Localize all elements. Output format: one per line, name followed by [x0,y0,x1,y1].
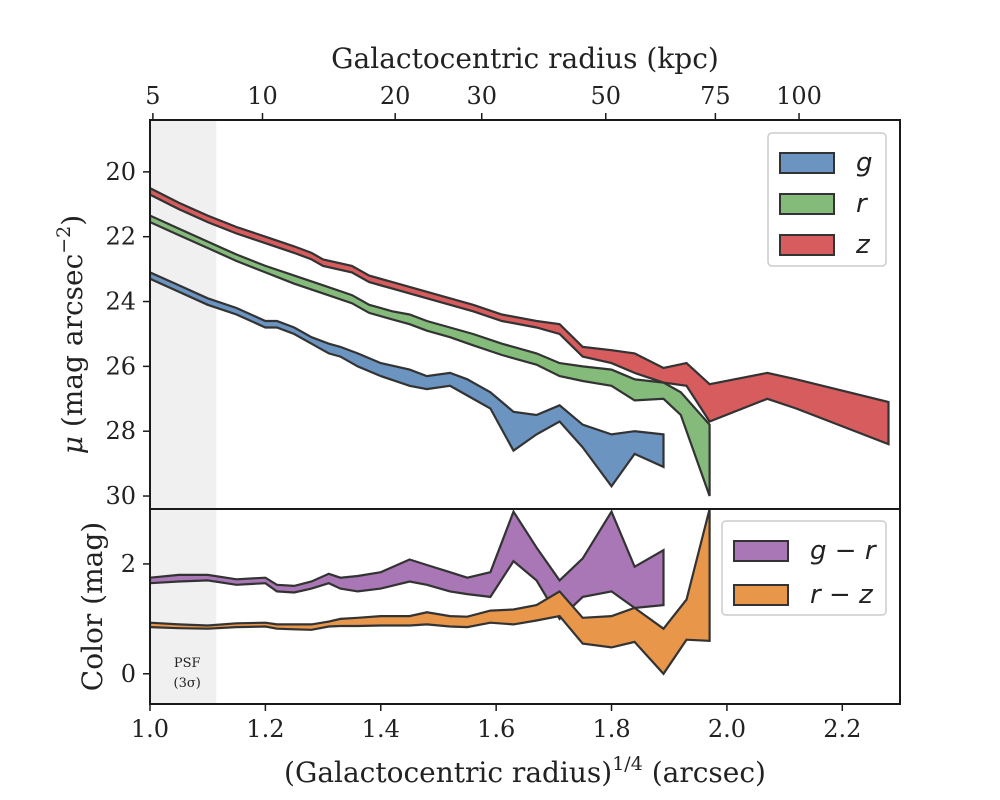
x-tick-label: 1.2 [246,715,284,743]
top-x-tick-label: 5 [145,82,160,110]
legend-label-z: z [855,230,871,260]
bottom-panel [150,509,711,704]
band-gr [150,509,665,621]
bottom-panel-frame [149,508,901,705]
legend-top: grz [767,132,887,267]
legend-swatch-r [779,193,835,215]
legend-label-gr: g − r [810,536,878,566]
band-g [150,271,665,489]
legend-bottom: g − r r − z [721,520,887,616]
band-z [150,186,890,446]
top-x-tick-label: 30 [466,82,497,110]
top-x-tick-label: 20 [380,82,411,110]
x-tick-label: 1.8 [592,715,630,743]
psf-region-top [150,120,217,509]
y-tick-label-top: 30 [105,482,136,510]
psf-label-sub: (3σ) [174,676,201,691]
band-r [150,214,711,497]
y-tick-label-top: 22 [105,223,136,251]
x-axis-title: (Galactocentric radius)1/4 (arcsec) [284,753,766,789]
y-tick-label-top: 24 [105,288,136,316]
top-x-tick-label: 75 [700,82,731,110]
psf-label: PSF [174,656,201,671]
top-x-tick-label: 50 [590,82,621,110]
legend-swatch-z [779,234,835,256]
x-tick-label: 1.6 [477,715,515,743]
y-tick-label-bottom: 0 [121,660,136,688]
top-y-axis-title: μ (mag arcsec−2) [53,215,89,454]
bottom-y-axis-title: Color (mag) [76,522,109,691]
legend-swatch-gr [733,540,789,562]
top-panel [150,120,890,509]
top-axis-title: Galactocentric radius (kpc) [331,42,719,75]
band-rz [150,509,711,676]
x-tick-label: 2.2 [823,715,861,743]
x-tick-label: 1.0 [131,715,169,743]
y-tick-label-top: 20 [105,158,136,186]
legend-swatch-g [779,152,835,174]
y-tick-label-bottom: 2 [121,550,136,578]
y-tick-label-top: 28 [105,417,136,445]
axes-layer: PSF(3σ)1.0 1.2 1.4 1.6 1.8 2.0 2.25 10 20 30 50 75 1… [53,42,901,789]
legend-label-rz: r − z [810,580,874,610]
top-x-tick-label: 10 [247,82,278,110]
legend-swatch-rz [733,584,789,606]
x-tick-label: 1.4 [362,715,400,743]
y-tick-label-top: 26 [105,352,136,380]
legend-label-g: g [856,148,873,178]
legend-label-r: r [856,189,869,219]
x-tick-label: 2.0 [708,715,746,743]
top-x-tick-label: 100 [776,82,822,110]
psf-region-bottom [150,509,217,704]
